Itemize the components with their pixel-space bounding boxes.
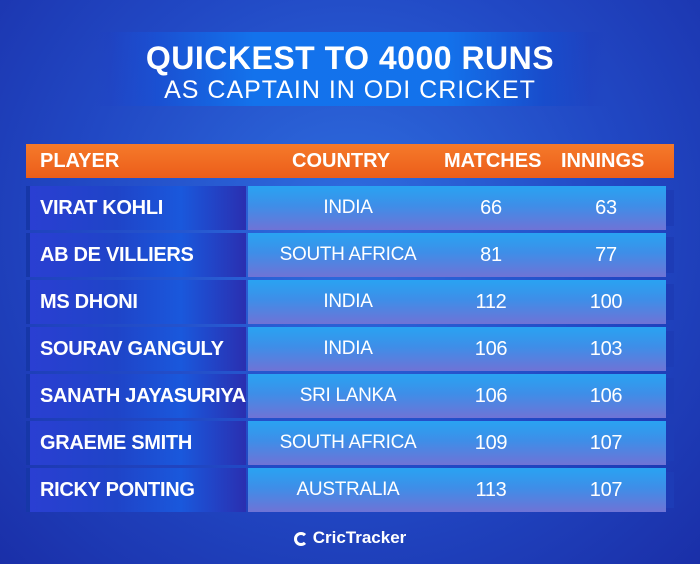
- player-cell-bg: [26, 327, 246, 371]
- title-banner-glow: [110, 32, 590, 106]
- stats-cell-bg: [248, 374, 666, 418]
- page-title: QUICKEST TO 4000 RUNS: [145, 40, 555, 76]
- player-innings: 77: [595, 244, 617, 266]
- row-edge: [666, 237, 674, 273]
- player-matches: 106: [474, 338, 508, 360]
- table-row: SANATH JAYASURIYA SRI LANKA 106 106: [26, 374, 674, 418]
- player-innings: 107: [589, 479, 623, 501]
- player-cell-bg: [26, 186, 246, 230]
- player-country: AUSTRALIA: [296, 479, 400, 500]
- column-header-matches: MATCHES: [444, 150, 542, 172]
- player-country: SRI LANKA: [299, 385, 397, 406]
- player-innings: 100: [589, 291, 623, 313]
- brand-logo: CricTracker: [0, 528, 700, 548]
- brand-logo-text: CricTracker: [312, 528, 407, 547]
- table-row: GRAEME SMITH SOUTH AFRICA 109 107: [26, 421, 674, 465]
- stats-cell-bg: [248, 280, 666, 324]
- table-row: RICKY PONTING AUSTRALIA 113 107: [26, 468, 674, 512]
- column-header-country: COUNTRY: [292, 150, 391, 172]
- player-name: RICKY PONTING: [40, 479, 195, 501]
- row-edge: [666, 378, 674, 414]
- page-subtitle: AS CAPTAIN IN ODI CRICKET: [164, 76, 536, 104]
- player-cell-bg: [26, 280, 246, 324]
- player-innings: 106: [589, 385, 623, 407]
- crictracker-logo-icon: [293, 532, 308, 546]
- player-name: MS DHONI: [40, 291, 138, 313]
- table-row: MS DHONI INDIA 112 100: [26, 280, 674, 324]
- player-matches: 66: [480, 197, 502, 219]
- row-edge: [666, 425, 674, 461]
- player-matches: 112: [475, 291, 507, 313]
- player-matches: 81: [480, 244, 502, 266]
- stats-cell-bg: [248, 421, 666, 465]
- player-cell-bg: [26, 233, 246, 277]
- stats-cell-bg: [248, 186, 666, 230]
- player-cell-bg: [26, 421, 246, 465]
- table-row: SOURAV GANGULY INDIA 106 103: [26, 327, 674, 371]
- player-innings: 103: [589, 338, 623, 360]
- player-matches: 106: [474, 385, 508, 407]
- player-country: SOUTH AFRICA: [279, 432, 417, 453]
- player-name: SANATH JAYASURIYA: [40, 385, 246, 407]
- row-edge: [666, 331, 674, 367]
- player-innings: 63: [595, 197, 617, 219]
- player-country: INDIA: [323, 291, 373, 312]
- player-matches: 113: [475, 479, 507, 501]
- player-matches: 109: [474, 432, 508, 454]
- player-country: INDIA: [323, 338, 373, 359]
- player-country: INDIA: [323, 197, 373, 218]
- table-row: VIRAT KOHLI INDIA 66 63: [26, 186, 674, 230]
- column-header-player: PLAYER: [40, 150, 120, 172]
- stats-cell-bg: [248, 468, 666, 512]
- player-name: VIRAT KOHLI: [40, 197, 163, 219]
- player-name: AB DE VILLIERS: [40, 244, 194, 266]
- player-cell-bg: [26, 468, 246, 512]
- table-header: PLAYER COUNTRY MATCHES INNINGS: [26, 144, 674, 178]
- stats-cell-bg: [248, 233, 666, 277]
- player-innings: 107: [589, 432, 623, 454]
- stats-cell-bg: [248, 327, 666, 371]
- row-edge: [666, 190, 674, 226]
- table-row: AB DE VILLIERS SOUTH AFRICA 81 77: [26, 233, 674, 277]
- column-header-innings: INNINGS: [561, 150, 645, 172]
- player-country: SOUTH AFRICA: [279, 244, 417, 265]
- player-cell-bg: [26, 374, 246, 418]
- title-banner: [95, 32, 605, 106]
- row-edge: [666, 284, 674, 320]
- player-name: GRAEME SMITH: [40, 432, 192, 454]
- row-edge: [666, 472, 674, 508]
- player-name: SOURAV GANGULY: [40, 338, 224, 360]
